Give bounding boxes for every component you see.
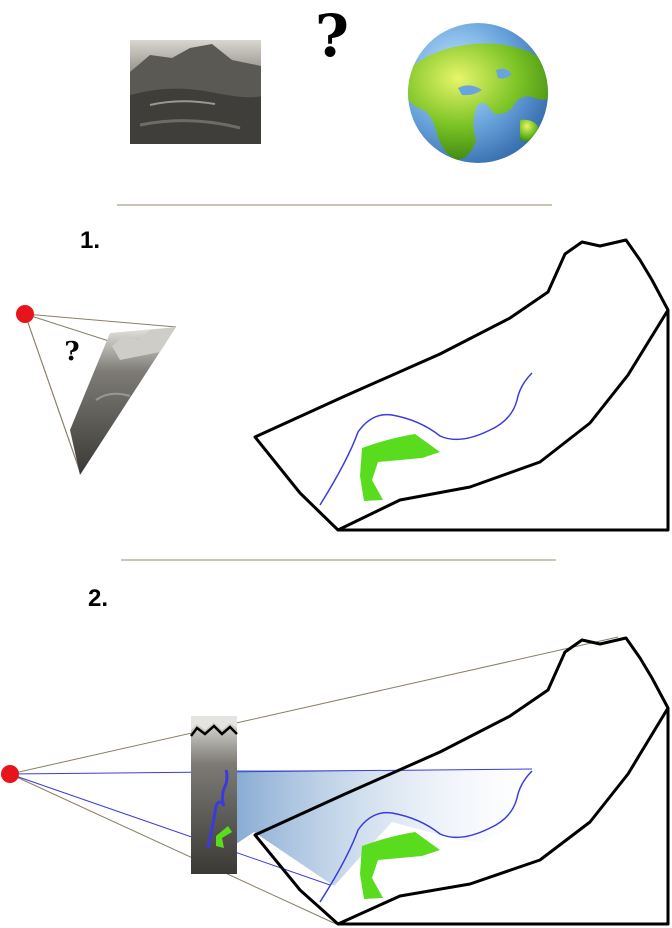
step-2-river xyxy=(319,770,533,903)
mountain-photo xyxy=(130,40,261,144)
step-2-photo xyxy=(190,716,238,874)
step-2-green-area xyxy=(360,832,440,899)
step-2-camera-rays xyxy=(9,768,533,886)
step-1-tilted-photo xyxy=(70,327,176,475)
step-1-green-area xyxy=(360,434,440,501)
step-2-camera-point xyxy=(1,765,19,783)
step-1-label: 1. xyxy=(80,227,100,254)
step-1-question-mark: ? xyxy=(64,337,79,367)
step-2-label: 2. xyxy=(88,585,108,612)
step-1-camera-frustum xyxy=(24,313,177,473)
question-mark: ? xyxy=(315,2,349,70)
step-2-projection-cone xyxy=(192,770,532,886)
step-1-camera-point xyxy=(16,305,34,323)
step-2-sight-lines xyxy=(9,636,619,925)
step-2-terrain xyxy=(253,636,670,926)
step-1-river xyxy=(319,372,533,506)
step-1-terrain xyxy=(253,238,670,532)
globe xyxy=(408,23,548,163)
